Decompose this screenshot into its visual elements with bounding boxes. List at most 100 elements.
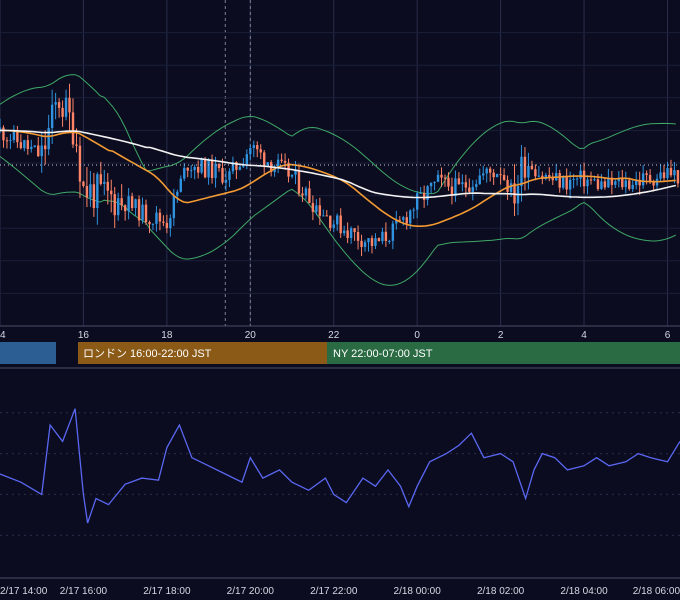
candle-body [356, 232, 360, 241]
candle-body [19, 142, 23, 149]
candle-body [530, 165, 534, 170]
candle-body [210, 160, 214, 179]
session-london-band [78, 342, 327, 364]
candle-body [325, 215, 328, 217]
candle-body [78, 145, 82, 182]
candle-body [499, 174, 502, 176]
candle-body [523, 156, 527, 178]
candle-body [342, 230, 346, 234]
candle-body [134, 199, 137, 209]
price-x-tick-label: 20 [245, 330, 257, 341]
candle-body [190, 170, 193, 172]
candle-body [495, 174, 499, 178]
candle-body [447, 177, 450, 187]
candle-body [367, 238, 370, 243]
candle-body [429, 182, 433, 187]
candle-body [179, 178, 182, 192]
candle-body [165, 222, 169, 229]
candle-body [266, 162, 269, 166]
candle-body [103, 181, 106, 184]
candle-body [360, 240, 363, 247]
candle-body [315, 205, 318, 212]
candle-body [186, 167, 189, 171]
time-x-tick-label: 2/18 04:00 [560, 586, 608, 597]
candle-body [666, 168, 669, 179]
bollinger-bands [0, 74, 677, 286]
candle-body [593, 179, 596, 181]
candle-body [238, 166, 242, 170]
candle-body [457, 178, 461, 185]
candle-body [561, 176, 565, 188]
candle-body [634, 179, 638, 185]
time-x-tick-label: 2/17 16:00 [60, 586, 108, 597]
candle-body [252, 145, 255, 148]
candle-body [395, 219, 398, 224]
candle-body [415, 193, 419, 210]
candle-body [502, 175, 506, 180]
candle-body [624, 180, 627, 188]
candle-body [99, 174, 103, 184]
candle-body [391, 223, 395, 241]
candle-body [117, 198, 120, 216]
candle-body [259, 149, 262, 153]
candle-body [568, 179, 572, 190]
candle-body [461, 182, 464, 185]
bollinger-lower [0, 156, 677, 286]
candle-body [582, 170, 586, 187]
candle-body [144, 204, 148, 223]
moving-averages [0, 129, 676, 227]
candle-body [245, 154, 249, 165]
candle-body [196, 166, 200, 173]
candle-body [405, 217, 408, 224]
candle-body [659, 172, 662, 179]
candle-body [68, 97, 71, 113]
candle-body [294, 170, 297, 175]
candle-body [130, 196, 134, 209]
candle-body [137, 199, 141, 221]
session-london-label: ロンドン 16:00-22:00 JST [83, 348, 212, 360]
candle-body [308, 188, 311, 204]
candle-body [468, 187, 471, 192]
candle-body [203, 159, 207, 178]
candle-body [422, 192, 426, 200]
candle-body [492, 172, 495, 178]
candle-body [662, 172, 666, 179]
candle-body [169, 218, 172, 229]
candle-body [652, 181, 655, 186]
price-x-tick-label: 6 [665, 330, 671, 341]
candle-body [82, 181, 85, 187]
candle-body [85, 186, 89, 198]
candle-body [363, 242, 367, 247]
candle-body [217, 163, 221, 169]
candle-body [600, 181, 603, 189]
candle-body [488, 168, 492, 173]
candle-body [2, 127, 5, 141]
candle-body [673, 170, 676, 176]
candle-body [23, 140, 26, 149]
candle-body [548, 174, 551, 179]
candle-body [558, 173, 561, 188]
candle-body [151, 223, 155, 225]
candle-body [92, 184, 96, 208]
candle-body [61, 107, 64, 117]
candle-body [638, 179, 641, 186]
candle-body [475, 184, 478, 187]
candle-body [374, 238, 377, 246]
candle-body [127, 196, 130, 212]
candle-body [551, 178, 554, 181]
candle-body [64, 97, 68, 117]
candle-body [443, 177, 447, 179]
candle-body [596, 179, 600, 189]
candle-body [9, 140, 12, 142]
candle-body [648, 175, 652, 182]
candle-body [26, 140, 30, 149]
candle-body [162, 221, 165, 223]
candle-body [30, 146, 33, 149]
candle-body [89, 184, 92, 198]
candle-body [617, 178, 621, 182]
candle-body [207, 160, 210, 178]
candle-body [478, 175, 481, 185]
candle-body [311, 203, 315, 212]
candle-body [586, 179, 589, 187]
